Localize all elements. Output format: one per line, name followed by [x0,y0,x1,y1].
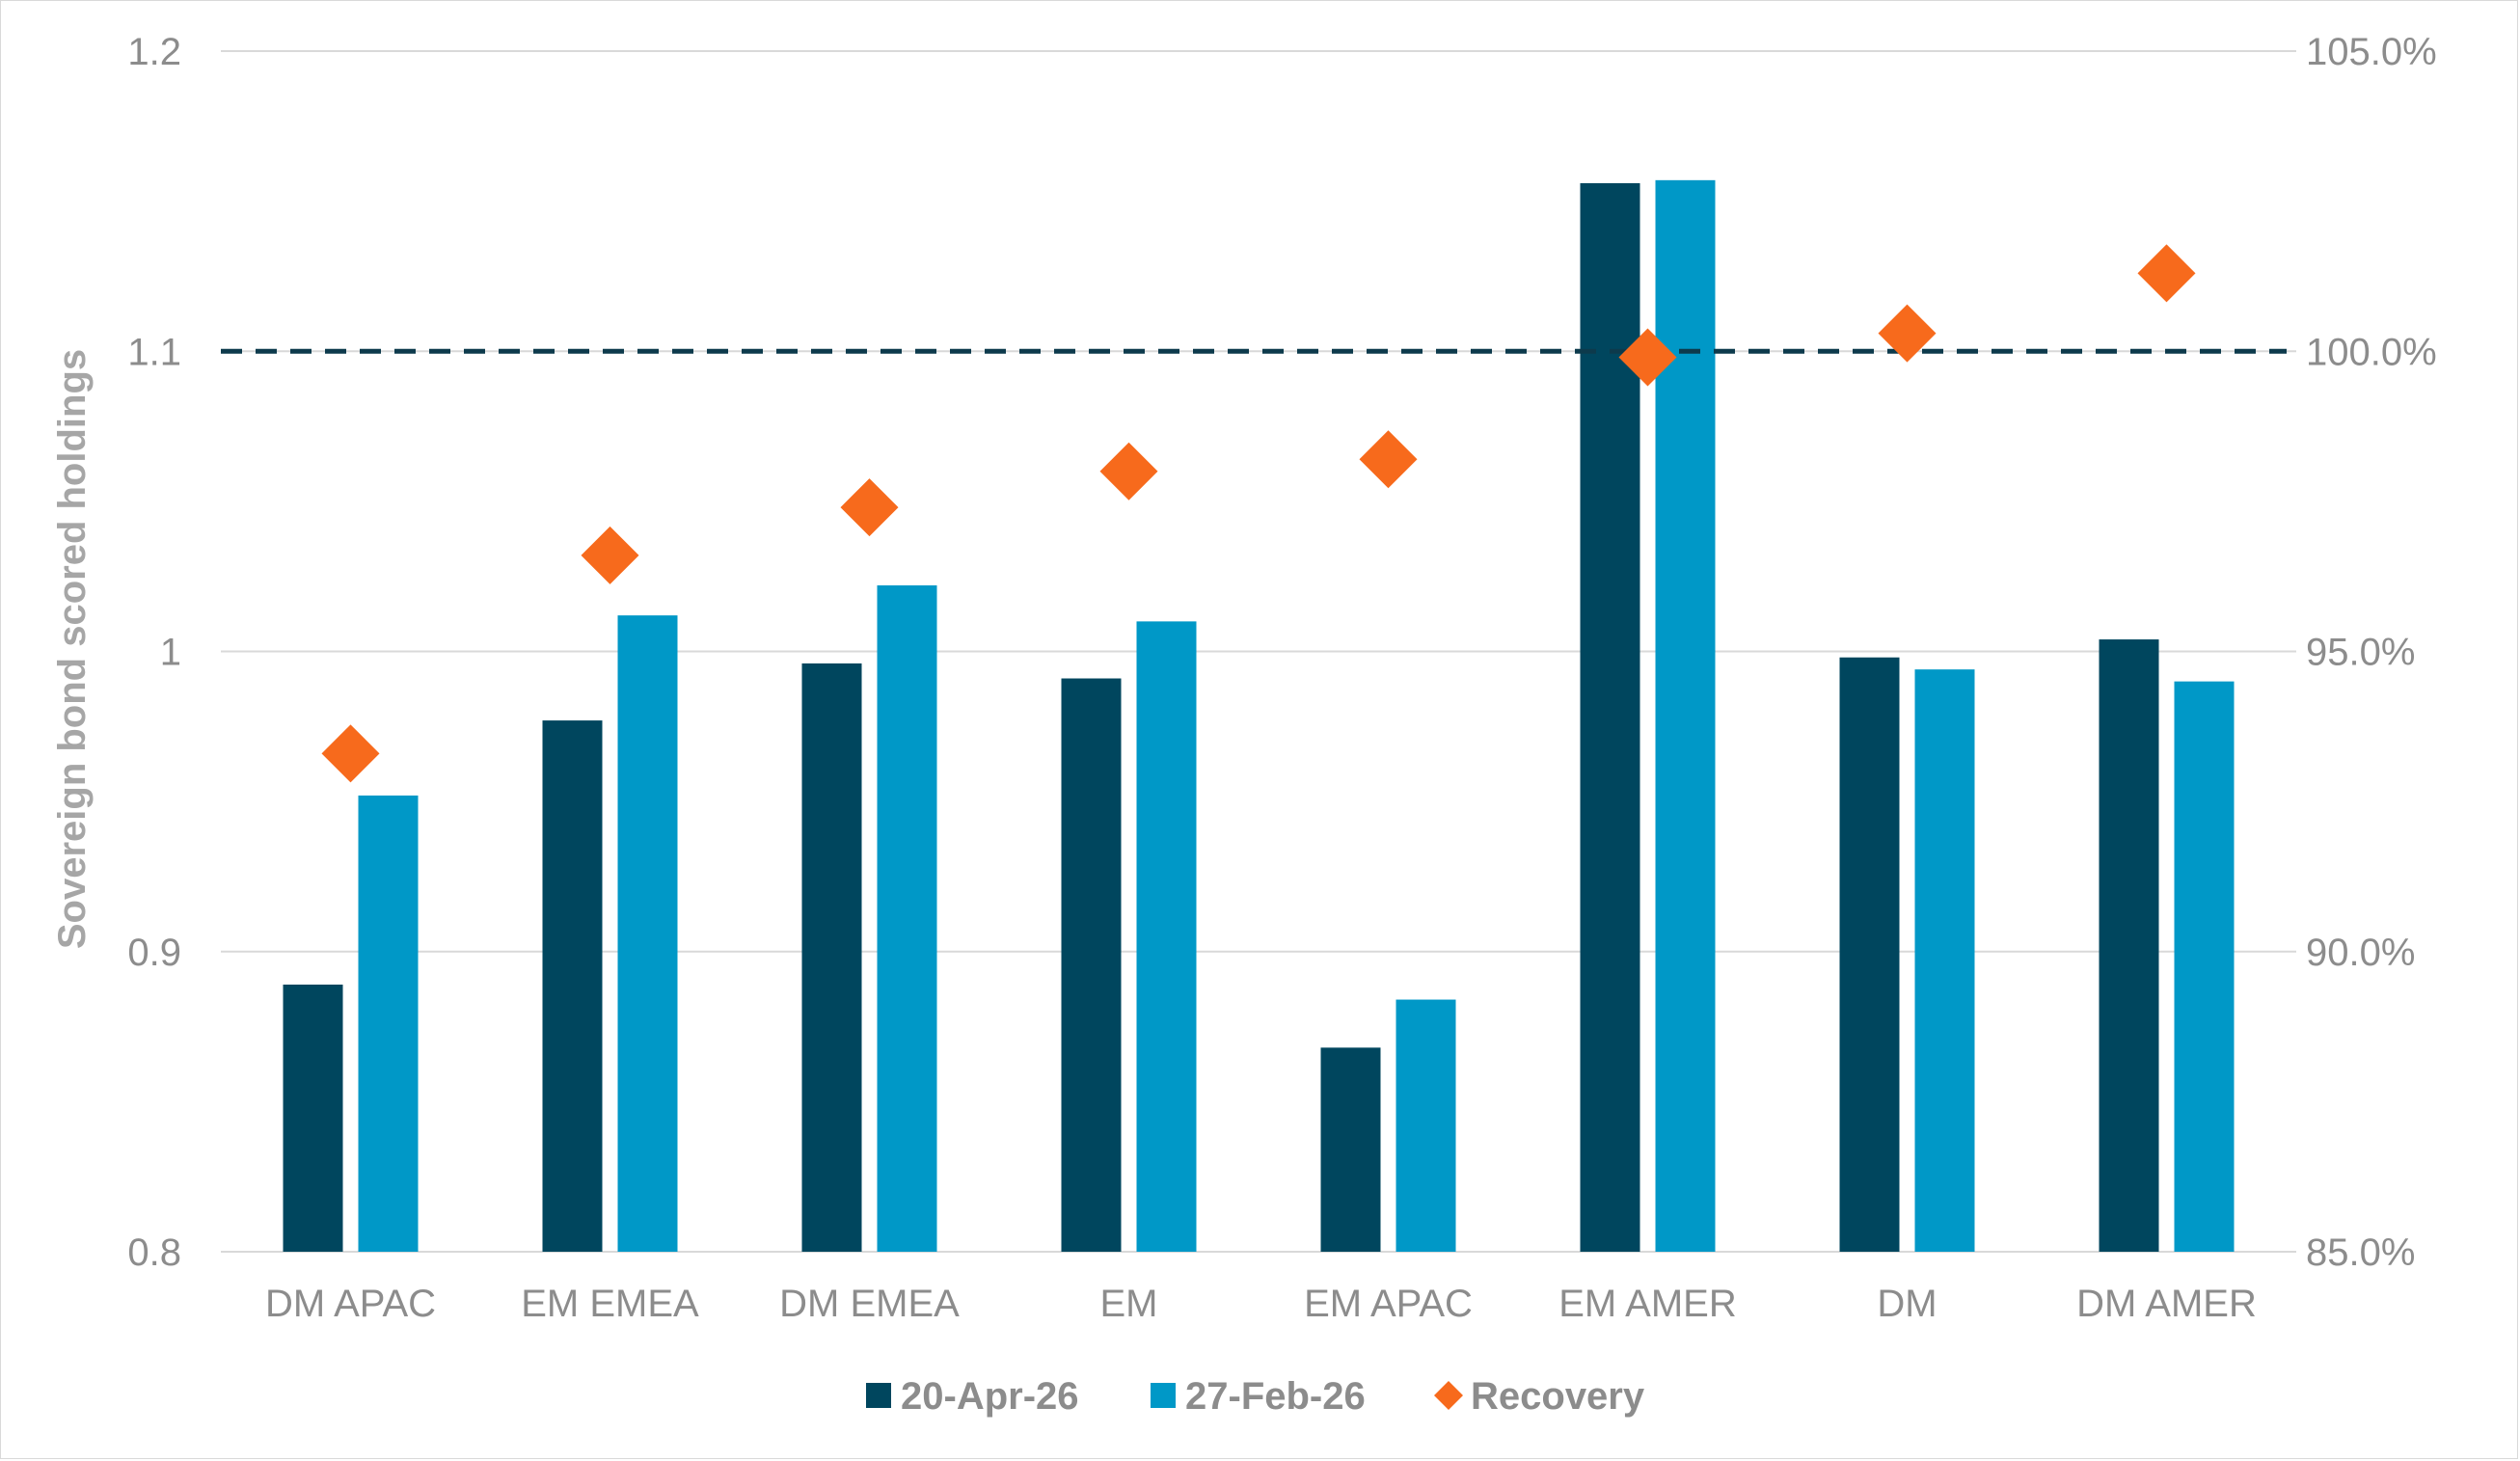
left-axis-ticks: 0.8 0.9 1 1.1 1.2 [127,31,181,1274]
bar-series-1 [2099,639,2159,1252]
recovery-diamond-marker [1359,430,1418,489]
bar-series-1 [801,663,862,1252]
x-tick-label: DM AMER [2076,1283,2257,1325]
legend-swatch [1151,1383,1176,1408]
bar-series-1 [542,720,603,1252]
bar-series-2 [358,795,419,1252]
right-tick-label: 100.0% [2306,331,2437,373]
legend-label: 20-Apr-26 [901,1375,1079,1418]
recovery-diamond-marker [1878,304,1937,363]
recovery-diamond-marker [840,478,899,537]
right-axis-ticks: 85.0% 90.0% 95.0% 100.0% 105.0% [2306,31,2437,1274]
recovery-markers [321,244,2196,783]
bar-series-1 [283,984,343,1252]
x-tick-label: EM EMEA [521,1283,699,1325]
recovery-diamond-marker [581,526,639,584]
x-axis-ticks: DM APAC EM EMEA DM EMEA EM EM APAC EM AMER DM D… [265,1283,2257,1325]
legend-label: Recovery [1471,1375,1645,1418]
recovery-diamond-marker [1618,328,1677,387]
bar-series-2 [1395,999,1456,1252]
bar-series-1 [1320,1047,1381,1252]
x-tick-label: EM [1100,1283,1158,1325]
left-tick-label: 1 [160,632,181,674]
legend-swatch [1434,1381,1463,1410]
legend-label: 27-Feb-26 [1185,1375,1366,1418]
gridlines [221,50,2296,1253]
bar-series-2 [1136,621,1197,1252]
left-tick-label: 0.8 [127,1231,181,1274]
x-tick-label: DM [1877,1283,1937,1325]
x-tick-label: DM EMEA [779,1283,960,1325]
bar-series-2 [617,615,678,1252]
bar-series-1 [1580,182,1640,1253]
bar-series-2 [877,585,937,1252]
bar-series-2 [2174,681,2235,1252]
legend-swatch [866,1383,891,1408]
right-tick-label: 85.0% [2306,1231,2415,1274]
x-tick-label: EM APAC [1304,1283,1473,1325]
right-tick-label: 90.0% [2306,932,2415,974]
left-tick-label: 1.1 [127,331,181,373]
y-axis-label: Sovereign bond scored holdings [51,349,94,949]
x-tick-label: DM APAC [265,1283,436,1325]
bar-series-1 [1839,657,1900,1252]
bar-series-2 [1914,669,1975,1252]
recovery-diamond-marker [2137,244,2196,303]
right-tick-label: 105.0% [2306,31,2437,73]
left-tick-label: 1.2 [127,31,181,73]
recovery-diamond-marker [1099,442,1158,501]
bar-series [283,179,2235,1253]
bar-series-1 [1061,678,1122,1252]
legend: 20-Apr-26 27-Feb-26 Recovery [866,1375,1645,1418]
right-tick-label: 95.0% [2306,632,2415,674]
left-tick-label: 0.9 [127,932,181,974]
x-tick-label: EM AMER [1558,1283,1736,1325]
recovery-diamond-marker [321,724,380,783]
bar-series-2 [1655,179,1716,1252]
